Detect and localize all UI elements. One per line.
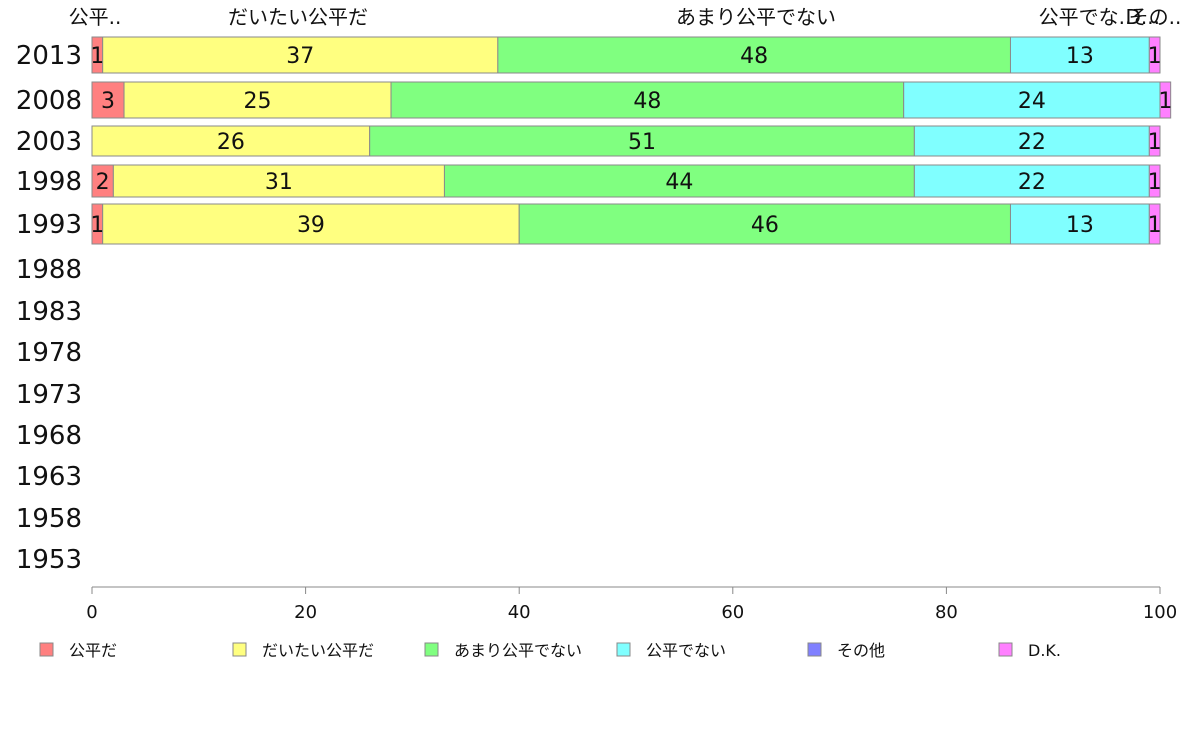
- legend-label: あまり公平でない: [454, 641, 582, 660]
- bar-value-label: 1: [90, 44, 104, 69]
- year-label: 2008: [16, 86, 82, 116]
- bar-segment: [1009, 203, 1150, 245]
- year-label: 1998: [16, 167, 82, 197]
- x-tick-label: 60: [721, 602, 744, 623]
- bar-value-label: 2: [96, 170, 110, 195]
- year-label: 1968: [16, 421, 82, 451]
- x-tick-label: 0: [86, 602, 97, 623]
- year-label: 1963: [16, 462, 82, 492]
- x-axis: 0 20 40 60 80 100: [86, 586, 1177, 623]
- legend-swatch: [424, 642, 439, 657]
- year-label: 1973: [16, 380, 82, 410]
- top-series-label: 公平でな..: [1039, 5, 1132, 29]
- bar-value-label: 1: [1158, 89, 1172, 114]
- bar-segment: [102, 203, 520, 245]
- legend-swatch: [616, 642, 631, 657]
- bar-segment: [1148, 203, 1161, 245]
- legend-swatch: [39, 642, 54, 657]
- bar-segment: [112, 164, 445, 198]
- bar-segment: [369, 125, 915, 157]
- bar-segment: [102, 36, 499, 74]
- bar-segment: [903, 81, 1161, 119]
- bar-value-label: 25: [244, 89, 272, 114]
- top-series-label: その..: [1129, 5, 1182, 29]
- bar-value-label: 37: [286, 44, 314, 69]
- bar-segment: [913, 164, 1150, 198]
- bar-value-label: 22: [1018, 130, 1046, 155]
- year-label: 1983: [16, 297, 82, 327]
- bar-segment: [390, 81, 905, 119]
- bar-segment: [443, 164, 915, 198]
- year-label: 2013: [16, 41, 82, 71]
- bar-value-label: 31: [265, 170, 293, 195]
- legend-label: その他: [837, 641, 885, 660]
- bar-segment: [1159, 81, 1172, 119]
- bar-segment: [1148, 125, 1161, 157]
- year-label: 2003: [16, 127, 82, 157]
- bar-value-label: 22: [1018, 170, 1046, 195]
- x-tick-label: 20: [294, 602, 317, 623]
- bar-value-label: 46: [751, 213, 779, 238]
- legend-label: 公平だ: [69, 641, 117, 660]
- year-label: 1993: [16, 210, 82, 240]
- bar-value-label: 13: [1066, 44, 1094, 69]
- bar-value-label: 39: [297, 213, 325, 238]
- bar-value-label: 1: [90, 213, 104, 238]
- legend-swatch: [998, 642, 1013, 657]
- bar-segment: [497, 36, 1011, 74]
- year-label: 1953: [16, 545, 82, 575]
- bar-value-label: 13: [1066, 213, 1094, 238]
- bar-segment: [1148, 164, 1161, 198]
- top-series-label: 公平..: [69, 5, 122, 29]
- year-axis-labels: 2013 2008 2003 1998 1993 1988 1983 1978 1973 1968…: [16, 41, 82, 575]
- bar-value-label: 51: [628, 130, 656, 155]
- bar-value-label: 24: [1018, 89, 1046, 114]
- bar-segment: [1148, 36, 1161, 74]
- legend-label: 公平でない: [646, 641, 726, 660]
- bar-value-label: 1: [1148, 44, 1162, 69]
- legend-label: D.K.: [1028, 641, 1061, 660]
- bar-value-label: 48: [633, 89, 661, 114]
- top-series-labels: 公平.. だいたい公平だ あまり公平でない 公平でな..その..D...: [69, 5, 1182, 29]
- bar-segment: [91, 125, 371, 157]
- legend-label: だいたい公平だ: [262, 641, 374, 660]
- x-tick-label: 80: [935, 602, 958, 623]
- legend-swatch: [232, 642, 247, 657]
- top-series-label: D...: [1126, 5, 1160, 29]
- year-label: 1958: [16, 504, 82, 534]
- legend: 公平だ だいたい公平だ あまり公平でない 公平でない その他 D.K.: [39, 641, 1061, 660]
- bar-value-label: 44: [665, 170, 693, 195]
- legend-swatch: [807, 642, 822, 657]
- bar-value-label: 1: [1148, 130, 1162, 155]
- top-series-label: あまり公平でない: [676, 5, 836, 29]
- bar-value-label: 1: [1148, 170, 1162, 195]
- bar-value-label: 26: [217, 130, 245, 155]
- bar-value-label: 48: [740, 44, 768, 69]
- year-label: 1988: [16, 255, 82, 285]
- bar-value-label: 1: [1148, 213, 1162, 238]
- bar-segment: [1009, 36, 1150, 74]
- top-series-label: だいたい公平だ: [228, 5, 368, 29]
- bars: 1 37 48 13 13 25 48 24 126 51 22 12 31 44 22 11 39 46 13 1: [90, 36, 1172, 245]
- year-label: 1978: [16, 338, 82, 368]
- x-tick-label: 40: [508, 602, 531, 623]
- bar-value-label: 3: [101, 89, 115, 114]
- x-tick-label: 100: [1143, 602, 1177, 623]
